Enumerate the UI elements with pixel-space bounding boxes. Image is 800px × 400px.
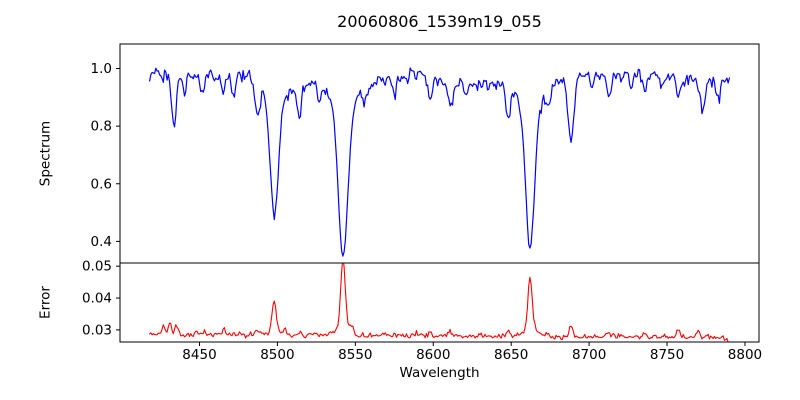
axis-ticks: 8450 8500 8550 8600 8650 8700 8750 8800 1.0 0.8 0.…	[82, 61, 762, 363]
x-axis-label: Wavelength	[399, 365, 479, 381]
x-tick-label: 8650	[494, 347, 528, 363]
x-tick-label: 8700	[572, 347, 606, 363]
y-axis-label-error: Error	[38, 286, 54, 319]
y-tick-label: 0.4	[91, 234, 112, 250]
x-tick-label: 8600	[416, 347, 450, 363]
x-tick-label: 8450	[182, 347, 216, 363]
x-tick-label: 8500	[260, 347, 294, 363]
subplot-border-error	[119, 262, 760, 343]
y-axis-label-spectrum: Spectrum	[38, 121, 54, 186]
y-tick-label: 0.6	[91, 176, 112, 192]
error-line	[149, 263, 730, 342]
y-tick-label: 0.03	[82, 322, 112, 338]
x-tick-label: 8750	[650, 347, 684, 363]
y-tick-label: 1.0	[91, 61, 112, 77]
x-tick-label: 8550	[338, 347, 372, 363]
y-tick-label: 0.8	[91, 119, 112, 135]
axes-spines	[119, 43, 760, 343]
plot-title: 20060806_1539m19_055	[337, 12, 542, 32]
x-tick-label: 8800	[728, 347, 762, 363]
y-tick-label: 0.05	[82, 259, 112, 275]
y-tick-label: 0.04	[82, 291, 112, 307]
spectrum-line	[149, 67, 730, 257]
